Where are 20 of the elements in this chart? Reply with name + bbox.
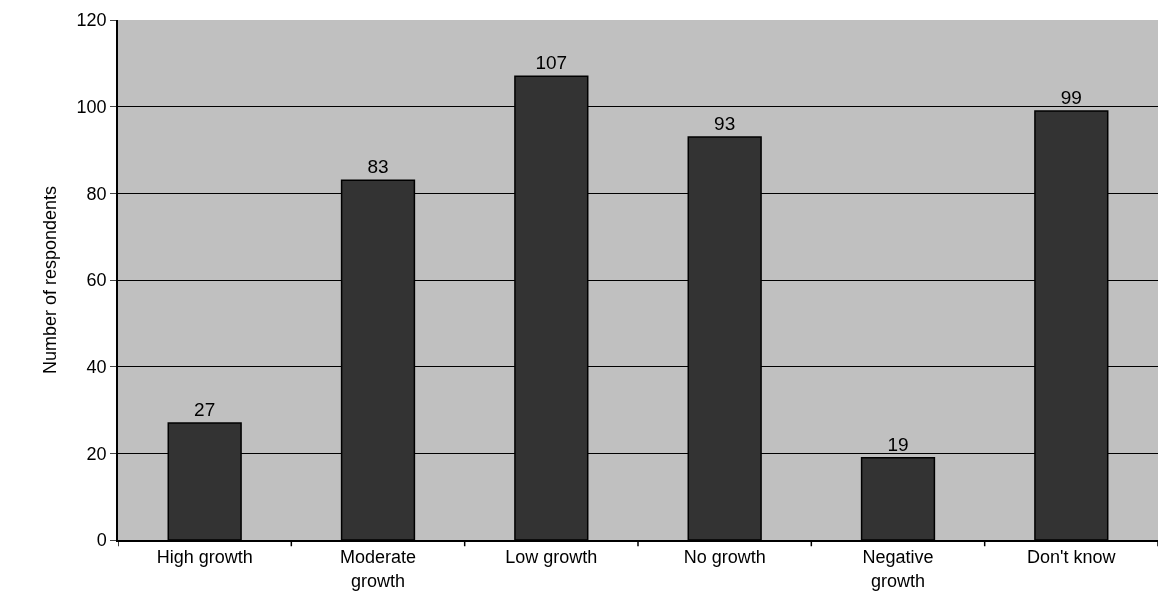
x-tick-label: Negative growth xyxy=(862,547,934,591)
data-label: 27 xyxy=(194,399,216,420)
y-axis-title: Number of respondents xyxy=(40,185,61,375)
y-tick-label: 60 xyxy=(86,270,107,291)
y-tick-label: 40 xyxy=(86,356,107,377)
x-tick-label: Moderate growth xyxy=(339,547,417,591)
x-tick-label: No growth xyxy=(683,547,766,568)
x-tick-label: Low growth xyxy=(505,547,598,568)
y-tick-label: 80 xyxy=(86,183,107,204)
data-label: 93 xyxy=(714,113,736,134)
data-label: 83 xyxy=(367,156,389,178)
data-label: 19 xyxy=(887,433,909,455)
data-label: 107 xyxy=(535,52,568,74)
y-tick-label: 100 xyxy=(76,96,107,117)
y-tick-label: 120 xyxy=(76,10,107,31)
data-label: 99 xyxy=(1060,87,1082,108)
y-tick-label: 0 xyxy=(96,530,107,551)
y-tick-label: 20 xyxy=(86,443,107,464)
x-tick-label: Don't know xyxy=(1027,547,1117,568)
x-tick-label: High growth xyxy=(156,547,253,568)
